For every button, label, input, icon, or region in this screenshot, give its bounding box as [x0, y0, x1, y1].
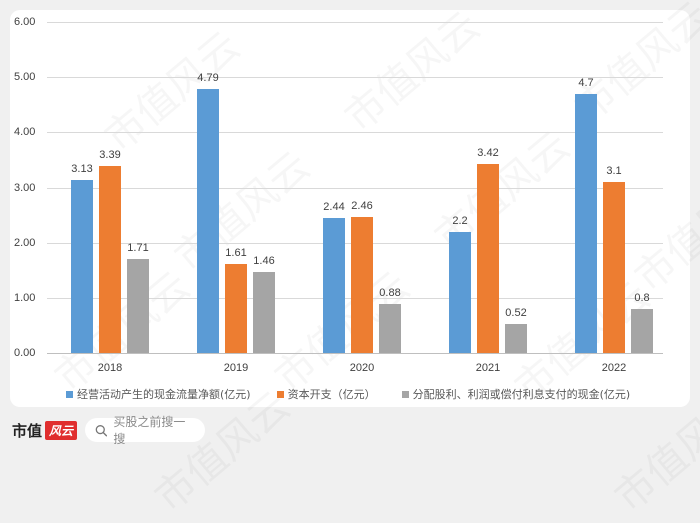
bar-2022-series-0[interactable]: [575, 93, 597, 353]
x-tick-label: 2021: [475, 362, 501, 374]
y-tick-label: 1.00: [14, 291, 36, 304]
legend-label: 分配股利、利润或偿付利息支付的现金(亿元): [412, 388, 631, 401]
gridline: [47, 77, 663, 78]
x-axis-line: [47, 353, 663, 354]
data-label: 2.46: [351, 200, 373, 213]
legend-label: 经营活动产生的现金流量净额(亿元): [77, 388, 251, 401]
data-label: 1.61: [225, 247, 247, 260]
data-label: 0.52: [505, 307, 527, 320]
bar-2019-series-2[interactable]: [253, 272, 275, 353]
y-tick-label: 2.00: [14, 236, 36, 249]
y-tick-label: 6.00: [14, 16, 36, 28]
bar-2018-series-1[interactable]: [99, 165, 121, 353]
gridline: [47, 188, 663, 189]
gridline: [47, 132, 663, 133]
gridline: [47, 22, 663, 23]
x-tick-label: 2019: [223, 362, 249, 374]
data-label: 4.7: [578, 76, 594, 89]
y-tick-label: 4.00: [14, 126, 36, 139]
bar-chart: 市值风云市值风云市值风云市值风云市值风云市值风云市值风云市值风云市值风云市值风云…: [14, 15, 700, 374]
y-tick-label: 0.00: [14, 347, 36, 359]
legend-item-2[interactable]: 分配股利、利润或偿付利息支付的现金(亿元): [401, 386, 631, 402]
bar-2018-series-2[interactable]: [127, 258, 149, 353]
search-icon: [95, 424, 108, 436]
bar-2020-series-1[interactable]: [351, 217, 373, 353]
data-label: 0.8: [634, 291, 650, 304]
brand-badge: 风云: [45, 420, 78, 440]
bar-2022-series-2[interactable]: [631, 308, 653, 353]
search-box[interactable]: 买股之前搜一搜: [85, 415, 206, 446]
data-label: 1.71: [127, 241, 149, 254]
chart-legend: 经营活动产生的现金流量净额(亿元) 资本开支（亿元） 分配股利、利润或偿付利息支付的…: [66, 386, 630, 402]
footer-bar: 市值 风云 买股之前搜一搜: [12, 415, 206, 446]
legend-label: 资本开支（亿元）: [287, 388, 376, 401]
x-tick-label: 2020: [349, 362, 375, 374]
bar-2018-series-0[interactable]: [71, 180, 93, 353]
search-placeholder: 买股之前搜一搜: [113, 415, 186, 446]
data-label: 3.42: [477, 147, 499, 160]
bar-2021-series-2[interactable]: [505, 324, 527, 353]
data-label: 2.2: [452, 214, 468, 227]
bar-2021-series-1[interactable]: [477, 164, 499, 353]
data-label: 0.88: [379, 287, 401, 300]
bar-2020-series-2[interactable]: [379, 304, 401, 353]
legend-swatch-icon: [276, 390, 284, 398]
bar-2019-series-0[interactable]: [197, 88, 219, 353]
legend-swatch-icon: [66, 390, 73, 398]
x-tick-label: 2022: [601, 362, 627, 374]
bar-2022-series-1[interactable]: [603, 181, 625, 353]
x-tick-label: 2018: [97, 362, 123, 374]
data-label: 3.39: [99, 148, 121, 161]
brand-logo[interactable]: 市值 风云: [12, 420, 78, 441]
data-label: 1.46: [253, 255, 275, 268]
y-tick-label: 5.00: [14, 71, 36, 84]
legend-item-0[interactable]: 经营活动产生的现金流量净额(亿元): [66, 386, 251, 402]
data-label: 2.44: [323, 201, 345, 214]
data-label: 3.13: [71, 163, 93, 176]
bar-2020-series-0[interactable]: [323, 218, 345, 353]
data-label: 4.79: [197, 71, 219, 84]
legend-item-1[interactable]: 资本开支（亿元）: [276, 386, 376, 402]
legend-swatch-icon: [401, 390, 409, 398]
bar-2019-series-1[interactable]: [225, 264, 247, 353]
data-label: 3.1: [606, 164, 622, 177]
bar-2021-series-0[interactable]: [449, 231, 471, 353]
brand-text: 市值: [12, 421, 43, 440]
y-tick-label: 3.00: [14, 181, 36, 194]
